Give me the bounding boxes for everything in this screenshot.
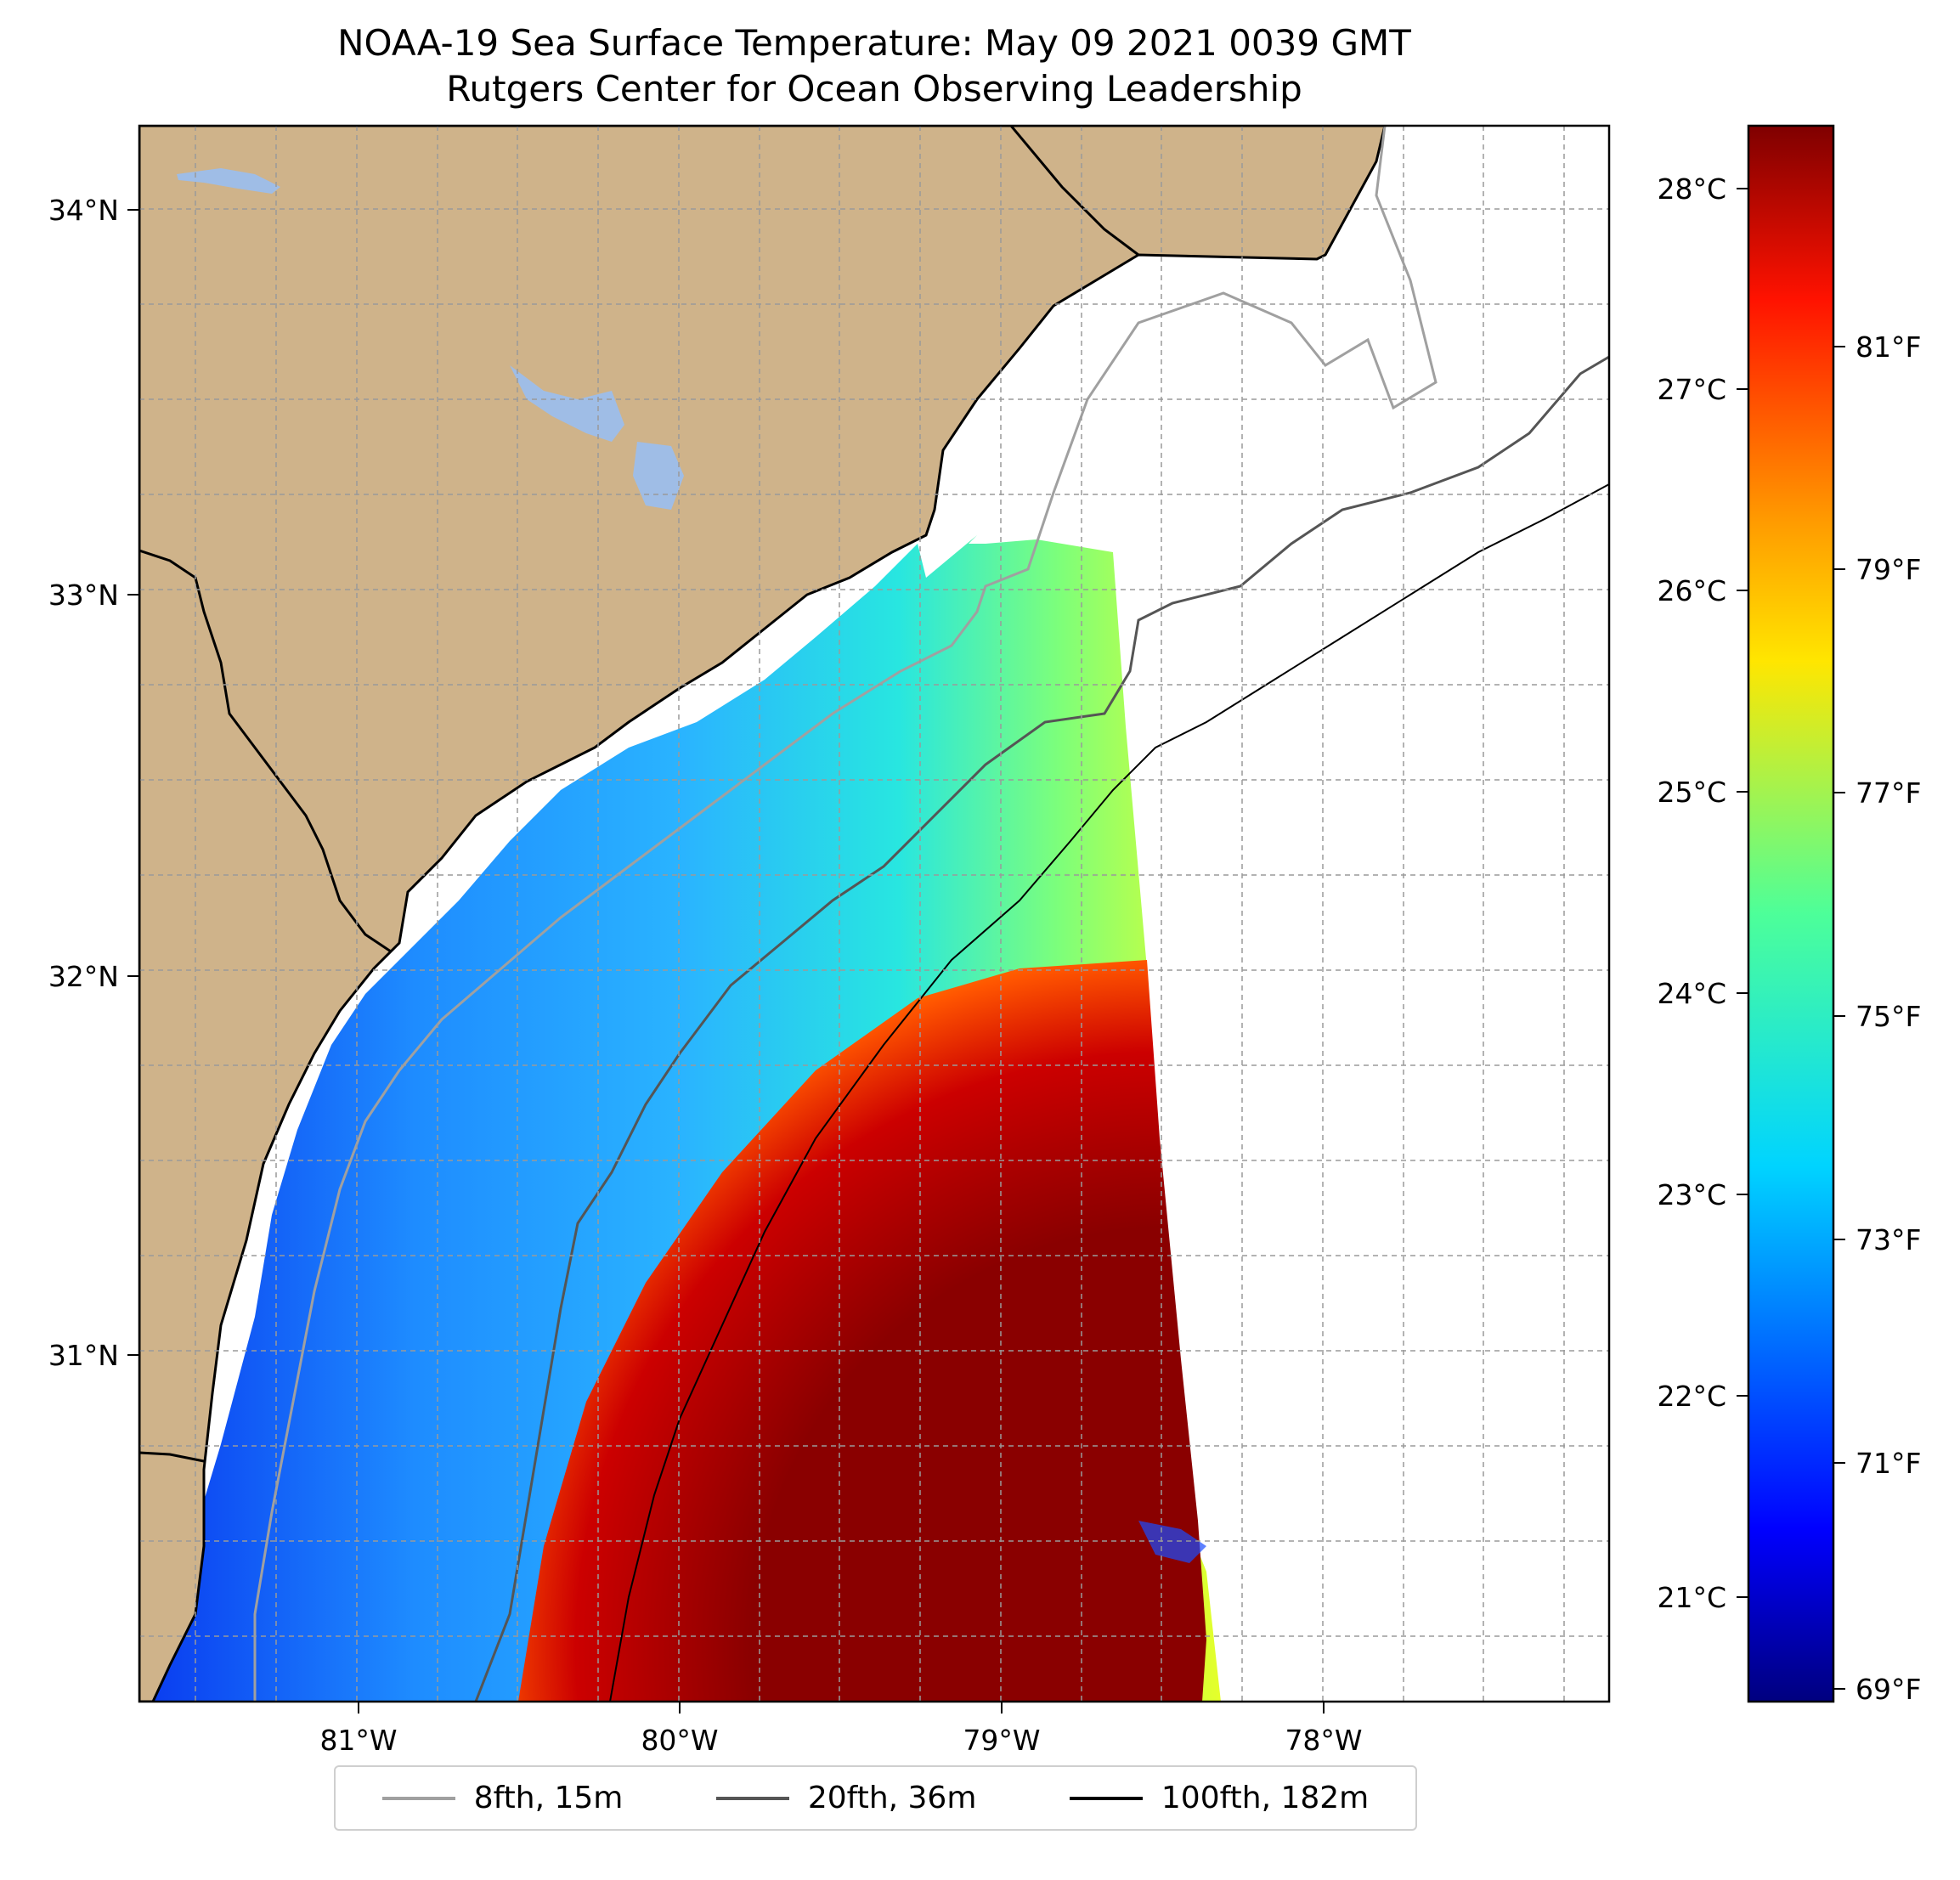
lon-label-79w: 79°W xyxy=(963,1724,1040,1757)
map-frame xyxy=(138,124,1611,1703)
colorbar-ticks xyxy=(1737,188,1845,1690)
axis-ticks xyxy=(127,209,1325,1713)
state-border-nc xyxy=(1009,126,1139,257)
legend-item-20fth: 20fth, 36m xyxy=(715,1781,977,1815)
title-line-1: NOAA-19 Sea Surface Temperature: May 09 … xyxy=(337,22,1411,64)
cbar-c-26: 26°C xyxy=(1657,574,1726,607)
legend-swatch-20fth xyxy=(715,1796,789,1800)
lat-label-31n: 31°N xyxy=(48,1339,119,1372)
gridlines xyxy=(139,126,1609,1702)
isobath-legend: 8fth, 15m 20fth, 36m 100fth, 182m xyxy=(334,1765,1417,1831)
legend-item-100fth: 100fth, 182m xyxy=(1069,1781,1370,1815)
legend-label-8fth: 8fth, 15m xyxy=(473,1781,624,1815)
isobath-8fth xyxy=(253,126,1438,1702)
lake-moultrie xyxy=(510,365,624,442)
colorbar xyxy=(1747,124,1835,1703)
lon-label-80w: 80°W xyxy=(641,1724,718,1757)
lat-label-33n: 33°N xyxy=(48,579,119,612)
land xyxy=(139,126,1387,1702)
cbar-c-21: 21°C xyxy=(1657,1581,1726,1614)
legend-label-20fth: 20fth, 36m xyxy=(807,1781,977,1815)
isobath-20fth xyxy=(474,355,1609,1702)
title-line-2: Rutgers Center for Ocean Observing Leade… xyxy=(446,68,1302,110)
cbar-f-81: 81°F xyxy=(1856,330,1921,364)
ga-fl-border xyxy=(139,1451,205,1463)
legend-label-100fth: 100fth, 182m xyxy=(1161,1781,1370,1815)
legend-item-8fth: 8fth, 15m xyxy=(381,1781,624,1815)
cbar-c-28: 28°C xyxy=(1657,172,1726,206)
sst-cold-patch xyxy=(1138,1521,1206,1563)
cbar-f-73: 73°F xyxy=(1856,1223,1921,1256)
legend-swatch-8fth xyxy=(381,1796,455,1800)
lat-label-32n: 32°N xyxy=(48,960,119,993)
lake-marion xyxy=(177,168,280,194)
cbar-f-79: 79°F xyxy=(1856,553,1921,586)
cbar-c-23: 23°C xyxy=(1657,1178,1726,1211)
lake-moultrie-2 xyxy=(633,442,684,510)
lat-label-34n: 34°N xyxy=(48,194,119,227)
cbar-f-69: 69°F xyxy=(1856,1673,1921,1706)
cbar-c-27: 27°C xyxy=(1657,373,1726,406)
cbar-c-24: 24°C xyxy=(1657,977,1726,1010)
map-area xyxy=(139,126,1609,1702)
cbar-f-77: 77°F xyxy=(1856,776,1921,810)
sst-swath-warm xyxy=(518,960,1206,1702)
cbar-c-25: 25°C xyxy=(1657,776,1726,809)
legend-swatch-100fth xyxy=(1069,1796,1143,1800)
cbar-f-75: 75°F xyxy=(1856,1000,1921,1033)
isobath-100fth xyxy=(609,483,1609,1702)
lon-label-81w: 81°W xyxy=(319,1724,397,1757)
lon-label-78w: 78°W xyxy=(1285,1724,1362,1757)
cbar-f-71: 71°F xyxy=(1856,1447,1921,1480)
cbar-c-22: 22°C xyxy=(1657,1380,1726,1413)
